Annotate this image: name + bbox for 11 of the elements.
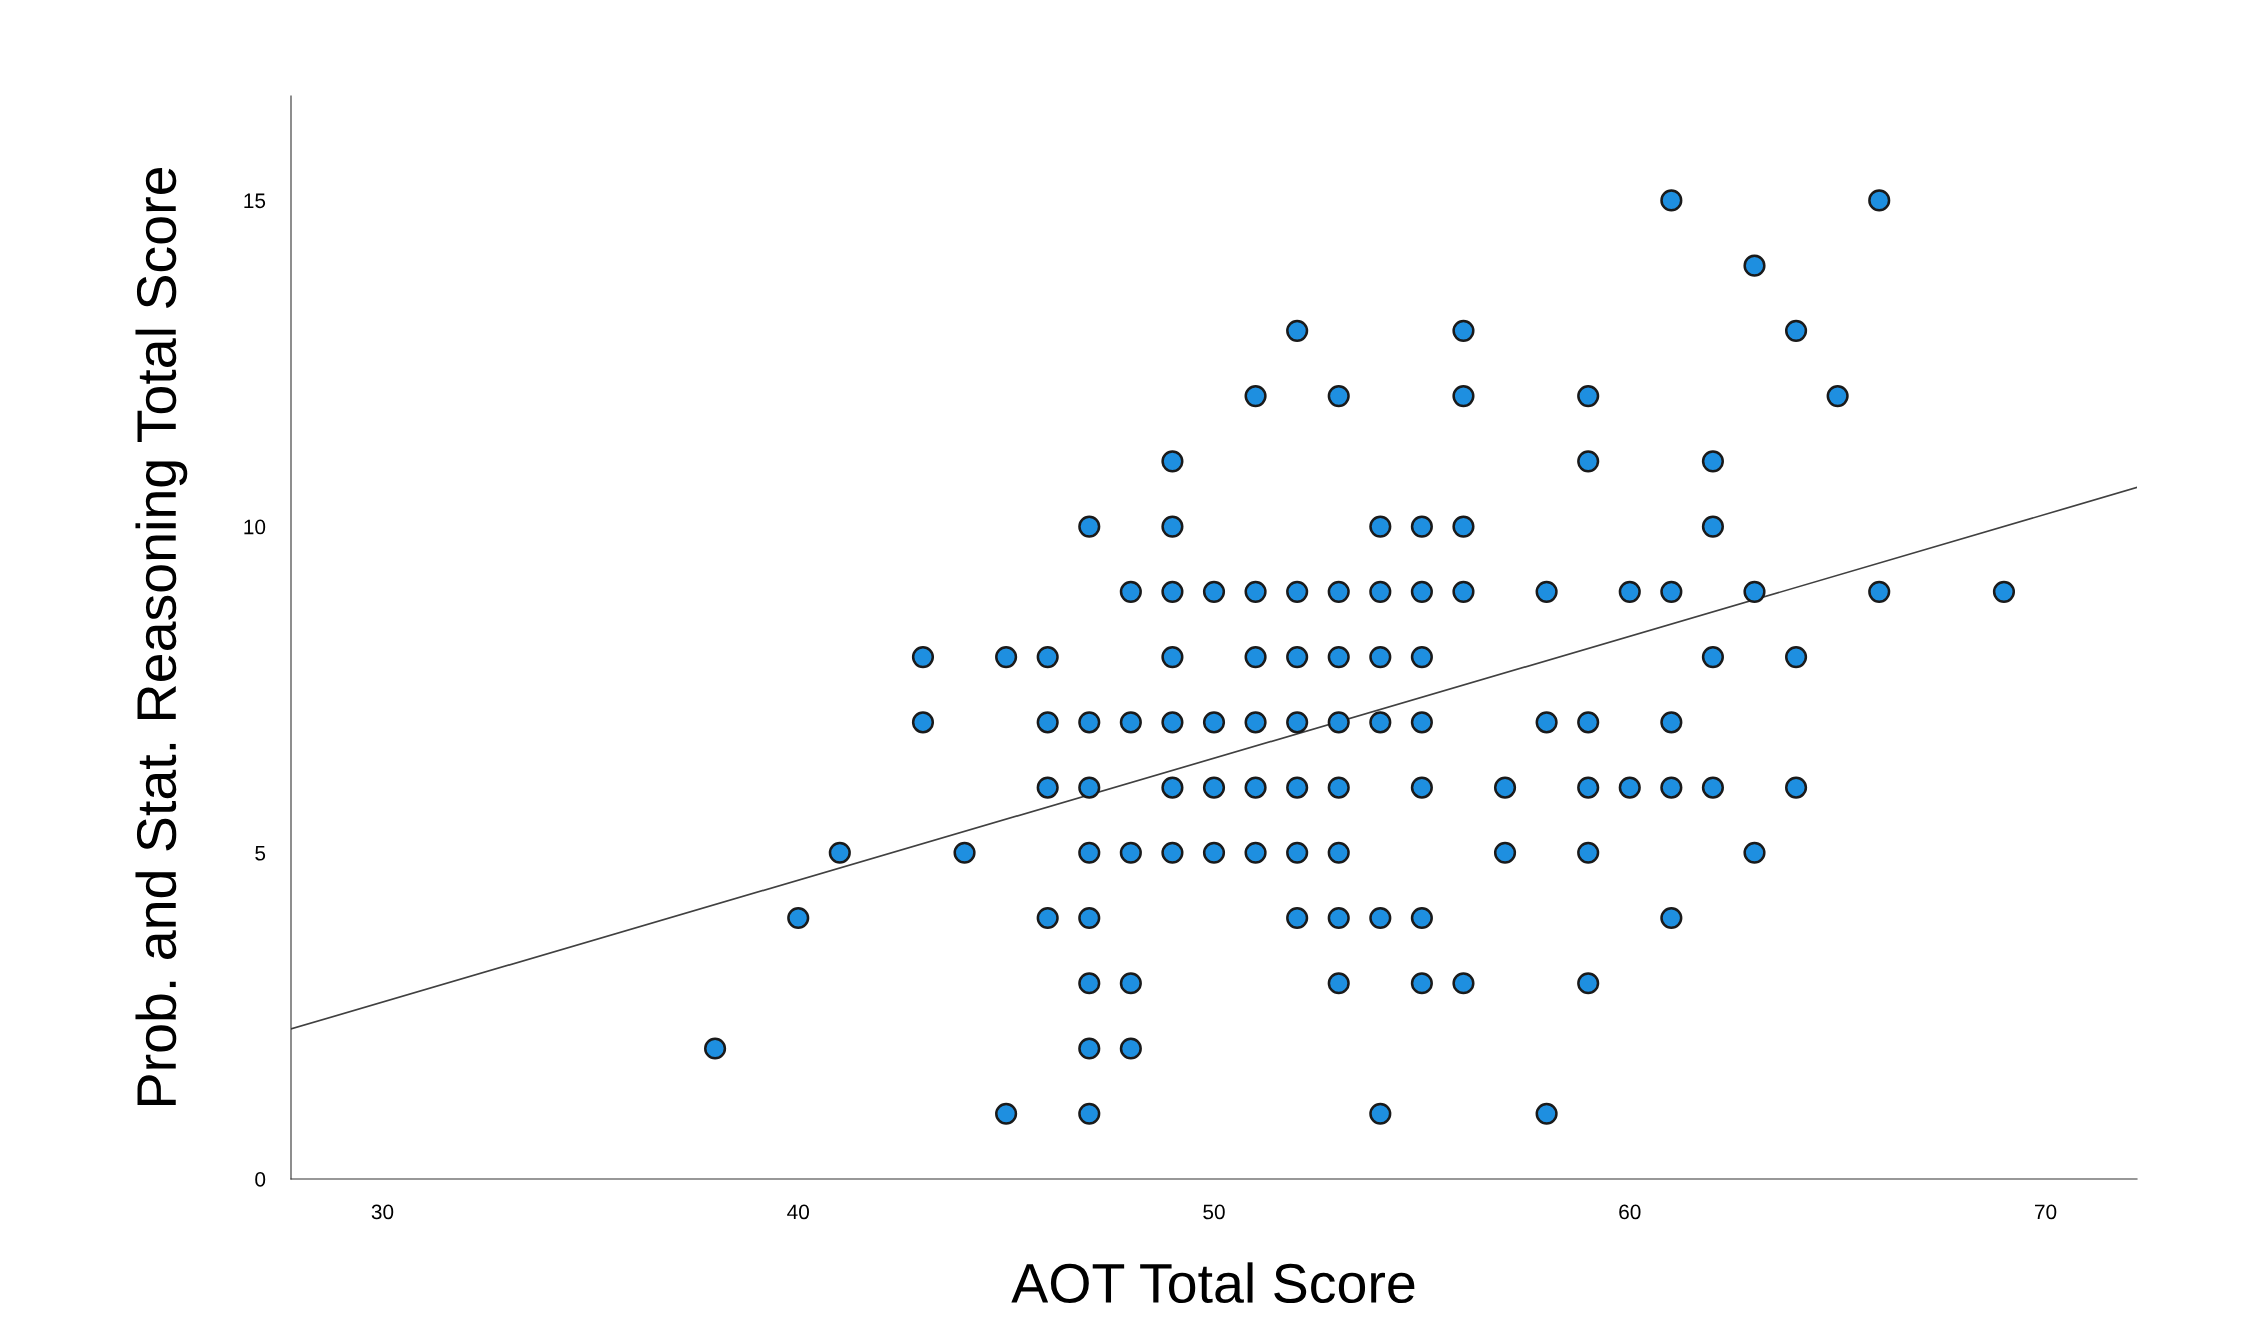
y-axis-title: Prob. and Stat. Reasoning Total Score — [135, 167, 188, 1105]
x-tick-label: 30 — [371, 1204, 394, 1220]
y-tick-label: 15 — [244, 193, 266, 209]
y-tick-label: 5 — [255, 846, 266, 861]
y-tick-label: 0 — [255, 1172, 266, 1187]
x-tick-label: 60 — [1619, 1204, 1641, 1220]
x-axis-title: AOT Total Score — [1011, 1262, 1415, 1304]
x-tick-label: 40 — [787, 1204, 810, 1220]
x-tick-label: 70 — [2035, 1204, 2057, 1220]
x-tick-label: 50 — [1203, 1204, 1225, 1220]
y-tick-label: 10 — [244, 519, 266, 535]
